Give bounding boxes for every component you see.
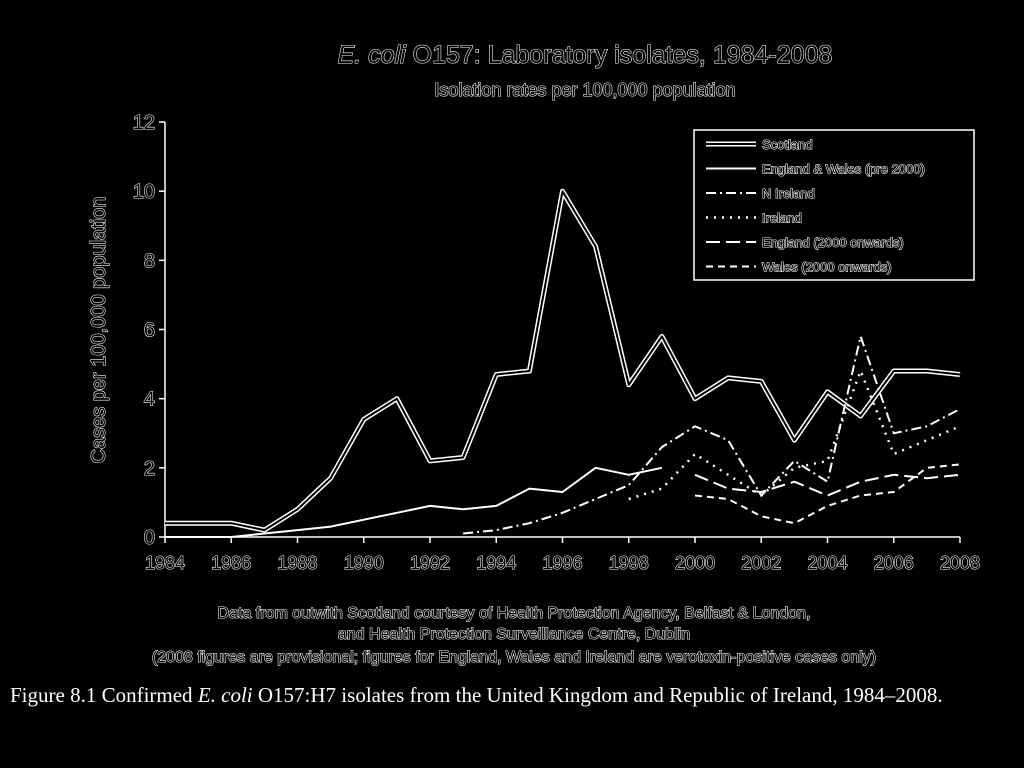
series-line-stroke [694, 473, 961, 497]
x-tick-label: 1986 [211, 553, 251, 573]
legend-item: Ireland [706, 210, 802, 226]
legend-label: England (2000 onwards) [762, 235, 904, 250]
x-tick-label: 1998 [609, 553, 649, 573]
legend-item: N Ireland [706, 185, 815, 202]
x-tick-label: 1992 [410, 553, 450, 573]
x-tick-label: 1984 [145, 553, 185, 573]
series-5-line [694, 463, 961, 525]
x-tick-label: 2006 [874, 553, 914, 573]
source-notes: Data from outwith Scotland courtesy of H… [151, 604, 876, 666]
series-4-line [694, 473, 961, 497]
legend-label: N Ireland [762, 186, 815, 201]
series-0-line [165, 188, 961, 533]
series-1-line [165, 466, 663, 538]
x-tick-label: 1996 [542, 553, 582, 573]
y-tick-label: 2 [144, 458, 155, 480]
chart-title-italic: E. coli [338, 41, 408, 69]
y-tick-label: 12 [133, 112, 155, 134]
legend-item: Scotland [706, 136, 813, 153]
series-line-stroke [165, 466, 663, 538]
chart-subtitle: Isolation rates per 100,000 population [434, 80, 735, 100]
series-line-stroke [694, 463, 961, 525]
legend-item: England & Wales (pre 2000) [706, 161, 925, 177]
chart-title-rest: O157: Laboratory isolates, 1984-2008 [406, 41, 833, 69]
legend-label: Scotland [762, 137, 813, 152]
x-tick-label: 2002 [741, 553, 781, 573]
source-note-line: Data from outwith Scotland courtesy of H… [218, 605, 811, 622]
x-tick-label: 1988 [277, 553, 317, 573]
caption-rest: O157:H7 isolates from the United Kingdom… [252, 683, 943, 707]
caption-italic: E. coli [197, 683, 253, 707]
series-layer [165, 188, 961, 538]
legend-label: Ireland [762, 211, 802, 226]
series-line-stroke [165, 190, 961, 532]
source-note-line: (2008 figures are provisional; figures f… [152, 649, 876, 666]
x-tick-label: 2000 [675, 553, 715, 573]
legend-label: Wales (2000 onwards) [762, 260, 892, 275]
y-tick-label: 0 [144, 527, 155, 549]
figure-caption: Figure 8.1 Confirmed E. coli O157:H7 iso… [10, 681, 1010, 709]
y-tick-label: 8 [144, 250, 155, 272]
y-tick-label: 6 [144, 320, 155, 342]
legend-item: Wales (2000 onwards) [706, 259, 892, 275]
y-tick-label: 4 [144, 389, 155, 411]
series-2-line [462, 335, 961, 535]
x-tick-label: 2008 [940, 553, 980, 573]
y-tick-label: 10 [133, 181, 155, 203]
x-tick-label: 1990 [344, 553, 384, 573]
series-line-stroke [462, 335, 961, 535]
caption-prefix: Figure 8.1 Confirmed [10, 683, 198, 707]
source-note-line: and Health Protection Surveillance Centr… [338, 626, 690, 643]
x-tick-label: 1994 [476, 553, 516, 573]
chart-title: E. coli O157: Laboratory isolates, 1984-… [338, 41, 833, 69]
legend: Scotland England & Wales (pre 2000) N Irel… [693, 129, 975, 281]
chart: E. coli O157: Laboratory isolates, 1984-… [87, 40, 980, 666]
legend-label: England & Wales (pre 2000) [762, 162, 925, 177]
axes: 0 2 4 6 8 10 12 1984 1986 1988 1990 1992 1994 1996 199… [132, 111, 980, 573]
x-tick-label: 2004 [807, 553, 847, 573]
y-axis-label: Cases per 100,000 population [88, 197, 110, 464]
legend-box [693, 129, 975, 281]
legend-item: England (2000 onwards) [706, 234, 904, 251]
